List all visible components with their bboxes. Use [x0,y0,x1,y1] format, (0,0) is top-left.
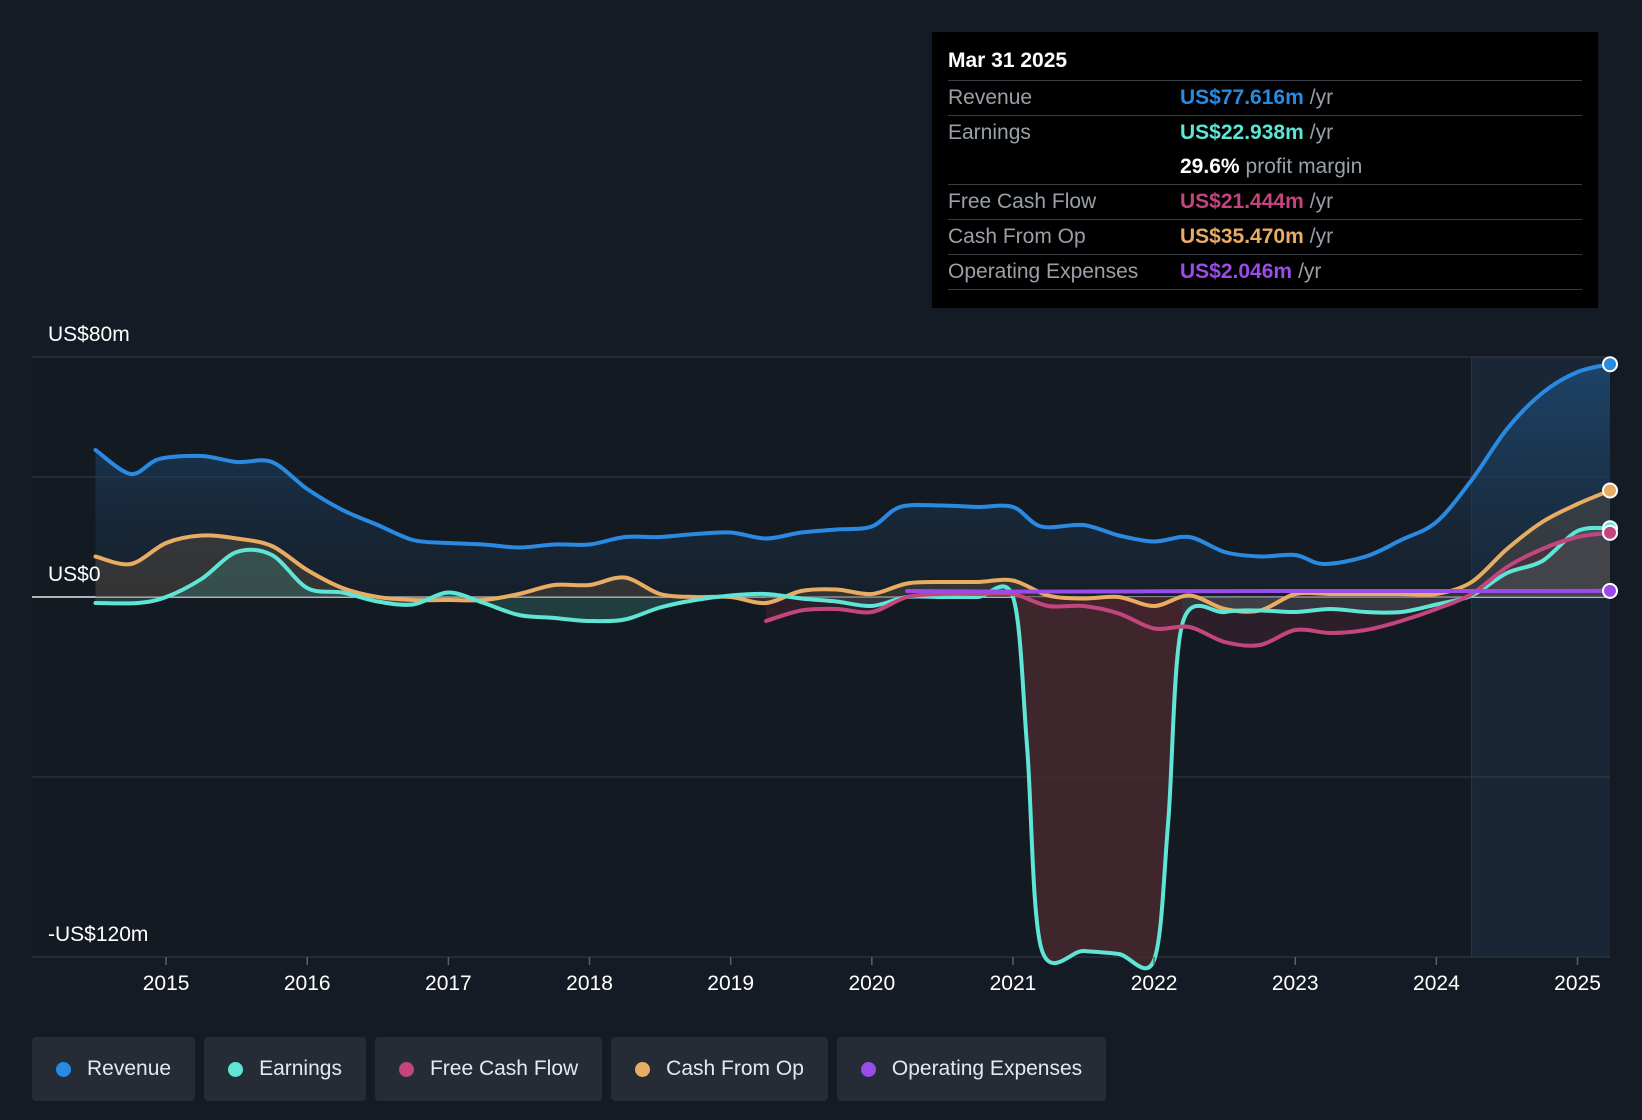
end-marker-revenue [1602,356,1618,373]
x-tick-label: 2019 [707,972,754,995]
area-revenue [95,364,1610,597]
series-line-operating-expenses [905,588,1612,594]
legend-label: Earnings [259,1057,342,1080]
x-tick-label: 2015 [143,972,190,995]
end-marker-cash-from-op [1602,482,1618,499]
tooltip-fcf-label: Free Cash Flow [948,190,1097,213]
legend-item-cash-from-op[interactable]: Cash From Op [611,1037,828,1101]
tooltip-row-margin: 29.6% profit margin [948,150,1582,185]
tooltip-opex-label: Operating Expenses [948,260,1139,283]
legend-label: Cash From Op [666,1057,804,1080]
x-tick-label: 2017 [425,972,472,995]
tooltip-row-earnings: Earnings US$22.938m /yr [948,116,1582,150]
area-free-cash-flow [766,532,1610,646]
legend-item-revenue[interactable]: Revenue [32,1037,196,1101]
tooltip-opex-value: US$2.046m [1180,260,1293,283]
y-tick-label: US$0 [48,563,101,586]
x-tick-label: 2018 [566,972,613,995]
tooltip-unit: /yr [1309,225,1334,248]
tooltip-unit: /yr [1309,121,1334,144]
y-tick-label: -US$120m [48,923,148,946]
series-line-cash-from-op [93,488,1612,614]
tooltip-row-fcf: Free Cash Flow US$21.444m /yr [948,185,1582,220]
legend-item-operating-expenses[interactable]: Operating Expenses [836,1037,1107,1101]
tooltip-unit: /yr [1298,260,1322,283]
tooltip-row-opex: Operating Expenses US$2.046m /yr [948,255,1582,290]
tooltip-cfo-label: Cash From Op [948,225,1086,248]
x-tick-label: 2020 [848,972,895,995]
series-line-earnings [93,525,1612,971]
end-marker-operating-expenses [1602,582,1618,599]
tooltip-revenue-value: US$77.616m [1180,86,1304,109]
end-marker-free-cash-flow [1602,524,1618,541]
area-earnings-negative [1013,597,1183,969]
legend-dot-icon [860,1061,876,1077]
series-line-free-cash-flow [764,530,1612,648]
tooltip-revenue-label: Revenue [948,86,1033,109]
x-tick-label: 2024 [1413,972,1460,995]
x-tick-label: 2023 [1272,972,1319,995]
x-tick-label: 2021 [990,972,1037,995]
chart-svg: US$80m US$0 -US$120m 2015 2016 2017 2018 2019 20… [32,323,1618,995]
legend-label: Free Cash Flow [429,1057,579,1080]
legend-label: Operating Expenses [891,1057,1083,1080]
legend-label: Revenue [87,1057,172,1080]
tooltip-cfo-value: US$35.470m [1180,225,1304,248]
legend-dot-icon [398,1061,414,1077]
plot-area [32,357,1610,957]
tooltip-date: Mar 31 2025 [948,44,1582,81]
tooltip-panel: Mar 31 2025 Revenue US$77.616m /yr Earni… [932,32,1598,308]
tooltip-unit: /yr [1309,86,1334,109]
tooltip-margin-label: profit margin [1245,155,1363,178]
tooltip-fcf-value: US$21.444m [1180,190,1304,213]
legend-item-free-cash-flow[interactable]: Free Cash Flow [374,1037,603,1101]
y-tick-label: US$80m [48,323,130,346]
tooltip-unit: /yr [1309,190,1334,213]
tooltip-row-revenue: Revenue US$77.616m /yr [948,81,1582,116]
tooltip-earnings-label: Earnings [948,121,1031,144]
x-tick-label: 2016 [284,972,331,995]
tooltip-row-cfo: Cash From Op US$35.470m /yr [948,220,1582,255]
x-tick-label: 2025 [1554,972,1601,995]
tooltip-earnings-value: US$22.938m [1180,121,1304,144]
legend-item-earnings[interactable]: Earnings [204,1037,366,1101]
x-tick-label: 2022 [1131,972,1178,995]
tooltip-margin-value: 29.6% [1180,155,1240,178]
series-line-revenue [93,362,1612,567]
legend: Revenue Earnings Free Cash Flow Cash Fro… [32,1037,1107,1101]
legend-dot-icon [635,1061,651,1077]
area-earnings [95,527,1610,969]
legend-dot-icon [228,1061,244,1077]
legend-dot-icon [56,1061,71,1077]
